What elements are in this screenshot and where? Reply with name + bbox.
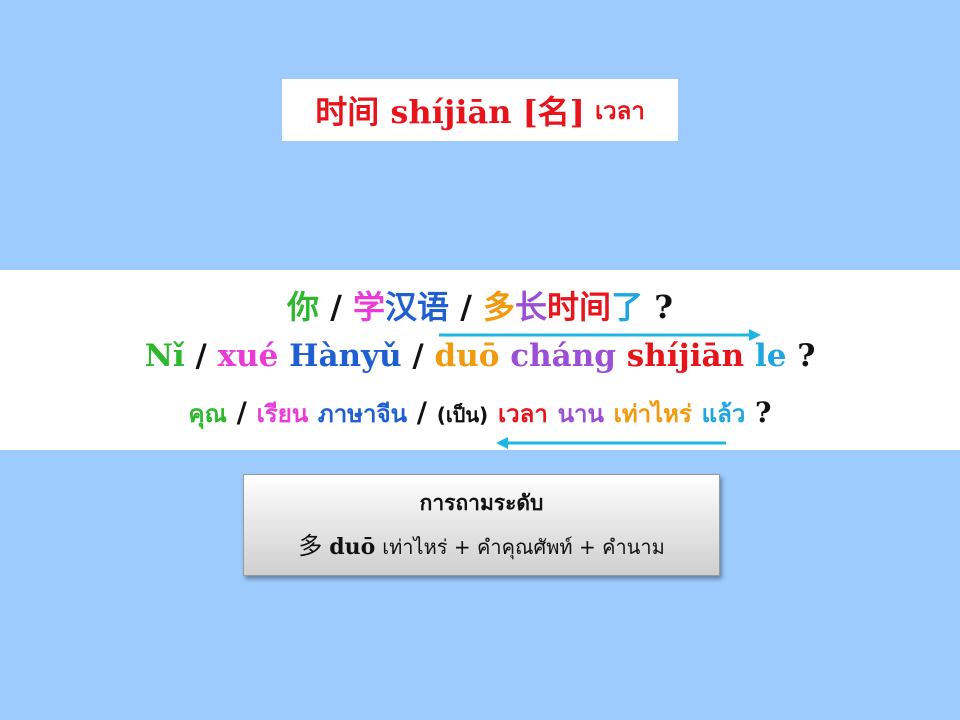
formula-hanzi: 多 xyxy=(298,532,323,560)
thai-pen: (เป็น) xyxy=(436,403,489,427)
title-chinese: 时间 shíjiān [名] xyxy=(315,93,585,131)
pinyin-separator: / xyxy=(401,338,435,374)
thai-rian: เรียน xyxy=(256,400,309,428)
left-arrow-icon xyxy=(496,437,726,449)
title-thai: เวลา xyxy=(594,96,645,125)
example-sentence-band: 你 / 学汉语 / 多长时间了 ? Nǐ / xué Hànyǔ / duō c… xyxy=(0,270,960,450)
hanzi-hanyu: 汉语 xyxy=(385,288,450,326)
hanzi-xue: 学 xyxy=(353,288,386,326)
hanzi-duo: 多 xyxy=(483,288,516,326)
sentence-pinyin-line: Nǐ / xué Hànyǔ / duō cháng shíjiān le ? xyxy=(0,338,960,374)
hanzi-question-mark: ? xyxy=(643,288,673,326)
hanzi-separator: / xyxy=(449,288,484,326)
hanzi-le: 了 xyxy=(611,288,644,326)
right-arrow-icon xyxy=(439,329,761,341)
sentence-thai-line: คุณ / เรียน ภาษาจีน / (เป็น) เวลา นาน เท… xyxy=(0,394,960,433)
formula-pinyin: duō xyxy=(329,534,376,560)
sentence-hanzi-line: 你 / 学汉语 / 多长时间了 ? xyxy=(0,282,960,328)
pinyin-xue: xué xyxy=(217,338,279,374)
hanzi-separator: / xyxy=(319,288,354,326)
hanzi-shijian: 时间 xyxy=(547,288,612,326)
pinyin-le: le xyxy=(744,338,787,374)
thai-phasa-chin: ภาษาจีน xyxy=(317,400,407,428)
thai-khun: คุณ xyxy=(188,400,227,428)
hanzi-chang: 长 xyxy=(515,288,548,326)
thai-question-mark: ? xyxy=(755,396,772,429)
grammar-note-box: การถามระดับ 多 duō เท่าไหร่ + คำคุณศัพท์ … xyxy=(243,474,720,576)
thai-laeo: แล้ว xyxy=(701,400,746,428)
pinyin-shijian: shíjiān xyxy=(615,338,745,374)
grammar-note-formula: 多 duō เท่าไหร่ + คำคุณศัพท์ + คำนาม xyxy=(244,526,719,563)
pinyin-separator: / xyxy=(184,338,218,374)
thai-separator: / xyxy=(416,396,427,429)
thai-wela: เวลา xyxy=(497,400,548,428)
pinyin-chang: cháng xyxy=(499,338,616,374)
thai-thaorai: เท่าไหร่ xyxy=(613,400,692,428)
pinyin-ni: Nǐ xyxy=(144,338,185,374)
thai-separator: / xyxy=(236,396,247,429)
thai-nan: นาน xyxy=(557,400,604,428)
title-card: 时间 shíjiān [名] เวลา xyxy=(282,79,678,141)
formula-text: เท่าไหร่ + คำคุณศัพท์ + คำนาม xyxy=(382,535,665,559)
hanzi-ni: 你 xyxy=(287,288,320,326)
pinyin-duo: duō xyxy=(434,338,500,374)
pinyin-hanyu: Hànyǔ xyxy=(278,338,402,374)
grammar-note-title: การถามระดับ xyxy=(419,491,544,515)
pinyin-question-mark: ? xyxy=(786,338,816,374)
